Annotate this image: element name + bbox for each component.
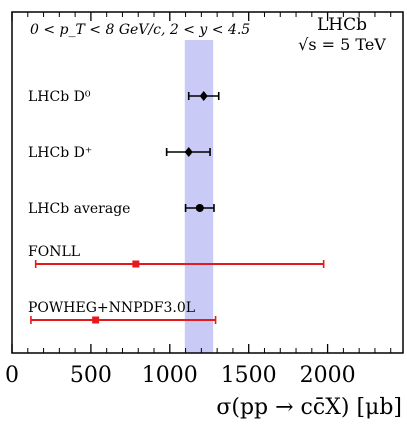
energy-label: √s = 5 TeV — [298, 35, 386, 54]
measurement-row-0: LHCb D⁰ — [28, 89, 220, 105]
experiment-label: LHCb — [317, 15, 367, 35]
x-tick-label: 500 — [70, 363, 112, 388]
measurement-row-3: FONLL — [28, 244, 325, 268]
measurement-row-4: POWHEG+NNPDF3.0L — [28, 300, 217, 324]
point-label: LHCb average — [28, 201, 130, 217]
measurement-row-2: LHCb average — [28, 201, 215, 217]
point-marker — [132, 260, 140, 268]
point-label: LHCb D⁰ — [28, 89, 91, 105]
point-label: POWHEG+NNPDF3.0L — [28, 300, 195, 316]
point-marker — [184, 147, 193, 157]
x-tick-label: 2000 — [300, 363, 356, 388]
kinematic-label: 0 < p_T < 8 GeV/c, 2 < y < 4.5 — [30, 22, 250, 38]
point-label: FONLL — [28, 244, 80, 260]
plot-frame — [11, 11, 404, 354]
x-tick-label: 1500 — [221, 363, 277, 388]
point-marker — [195, 204, 204, 212]
ticks-layer: 0 500 1000 1500 2000 — [5, 12, 392, 388]
point-label: LHCb D⁺ — [28, 145, 92, 161]
measurement-row-1: LHCb D⁺ — [28, 145, 211, 161]
point-marker — [199, 91, 208, 101]
x-tick-label: 0 — [5, 363, 19, 388]
points-layer: LHCb D⁰ LHCb D⁺ LHCb average FONLL POWHEG+NN… — [28, 89, 325, 324]
x-axis-label: σ(pp → cc̄X) [μb] — [216, 395, 402, 420]
point-marker — [92, 316, 100, 324]
x-tick-label: 1000 — [142, 363, 198, 388]
